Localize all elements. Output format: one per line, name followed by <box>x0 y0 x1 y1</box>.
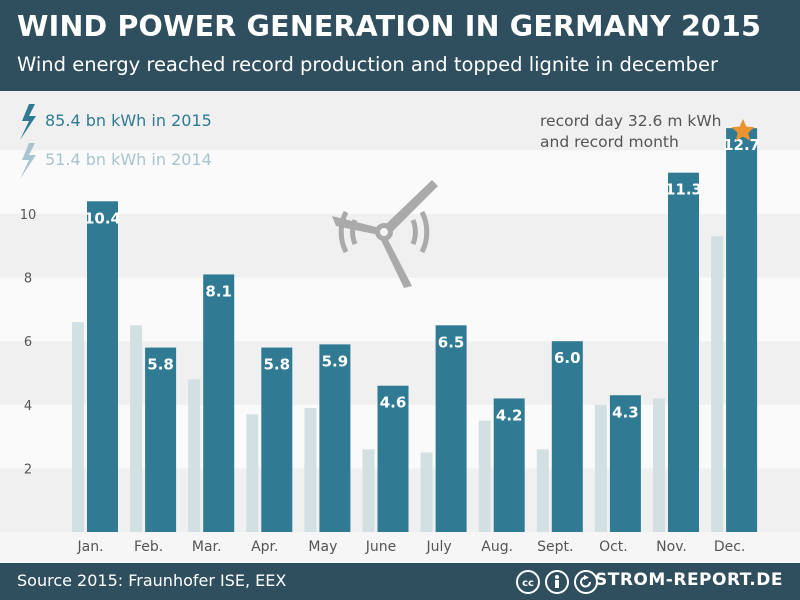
bar-2014 <box>246 414 259 532</box>
annotation-line-2: and record month <box>540 133 679 151</box>
page-title: WIND POWER GENERATION IN GERMANY 2015 <box>17 10 762 43</box>
legend-item-2014: 51.4 bn kWh in 2014 <box>20 143 212 179</box>
data-label: 6.5 <box>438 333 465 351</box>
x-tick-label: Feb. <box>134 539 163 555</box>
x-tick-label: May <box>308 539 337 555</box>
bar-2015 <box>551 341 583 532</box>
bar-2015 <box>377 385 409 532</box>
bar-2014 <box>594 404 607 532</box>
y-tick-label: 10 <box>20 208 37 223</box>
bar-2015 <box>668 172 699 532</box>
header: WIND POWER GENERATION IN GERMANY 2015 Wi… <box>0 0 800 91</box>
star-icon <box>731 119 755 141</box>
source-text: Source 2015: Fraunhofer ISE, EEX <box>17 571 287 590</box>
data-label: 5.8 <box>264 356 291 374</box>
bar-2015 <box>87 201 118 532</box>
page-subtitle: Wind energy reached record production an… <box>17 53 719 76</box>
data-label: 8.1 <box>205 282 232 300</box>
bar-2014 <box>72 322 84 532</box>
bar-2014 <box>478 420 491 532</box>
x-tick-label: Sept. <box>537 539 573 555</box>
legend: 85.4 bn kWh in 2015 51.4 bn kWh in 2014 <box>20 104 212 179</box>
x-tick-label: Mar. <box>192 539 222 555</box>
annotation: record day 32.6 m kWh and record month <box>540 112 755 151</box>
brand-name: STROM-REPORT.DE <box>595 570 783 590</box>
data-label: 5.9 <box>322 352 349 370</box>
bar-2015 <box>261 347 293 532</box>
x-axis-labels: Jan. Feb. Mar. Apr. May June July Aug. Sept. Oct.… <box>76 539 745 555</box>
attribution-icon <box>545 570 569 594</box>
x-tick-label: Apr. <box>251 539 278 555</box>
bar-2014 <box>188 379 201 532</box>
x-tick-label: Oct. <box>599 539 628 555</box>
data-label: 12.7 <box>723 136 760 154</box>
bar-2015 <box>203 274 235 532</box>
bar-2014 <box>653 398 665 532</box>
data-label: 11.3 <box>665 181 702 199</box>
x-tick-label: July <box>426 539 452 555</box>
data-label: 10.4 <box>84 209 121 227</box>
x-tick-label: Aug. <box>481 539 513 555</box>
footer: Source 2015: Fraunhofer ISE, EEX cc STRO… <box>0 563 800 600</box>
grid-band <box>0 91 800 151</box>
data-label: 4.3 <box>612 403 639 421</box>
y-tick-label: 8 <box>24 272 32 287</box>
bar-2014 <box>536 449 549 532</box>
y-tick-label: 2 <box>24 462 32 477</box>
bar-2014 <box>362 449 375 532</box>
bar-2015 <box>319 344 351 532</box>
data-label: 4.6 <box>380 394 407 412</box>
bar-2015 <box>145 347 177 532</box>
bar-chart: 2 4 6 8 10 10.4 5.8 8.1 5.8 5.9 4.6 6.5 4.2 6.0 4.3 11… <box>0 91 800 555</box>
legend-item-2015: 85.4 bn kWh in 2015 <box>20 104 212 140</box>
legend-label-2015: 85.4 bn kWh in 2015 <box>45 111 212 130</box>
bar-2015 <box>726 128 758 532</box>
lightning-bolt-icon <box>20 104 36 140</box>
legend-label-2014: 51.4 bn kWh in 2014 <box>45 150 212 169</box>
wind-turbine-icon <box>332 180 438 288</box>
y-tick-label: 4 <box>24 399 32 414</box>
cc-icon: cc <box>516 570 540 594</box>
bar-2015 <box>609 395 641 532</box>
bar-2014 <box>420 452 433 532</box>
annotation-line-1: record day 32.6 m kWh <box>540 112 721 130</box>
data-label: 5.8 <box>147 356 174 374</box>
data-label: 6.0 <box>554 349 581 367</box>
y-tick-label: 6 <box>24 335 32 350</box>
x-tick-label: June <box>365 539 397 555</box>
grid-band <box>0 150 800 214</box>
x-tick-label: Jan. <box>76 539 103 555</box>
bar-2014 <box>130 325 143 532</box>
bar-2015 <box>493 398 525 532</box>
x-tick-label: Nov. <box>656 539 687 555</box>
bar-2015 <box>435 325 467 532</box>
x-tick-label: Dec. <box>714 539 746 555</box>
license-icons: cc <box>516 570 598 594</box>
data-label: 4.2 <box>496 406 523 424</box>
y-axis-ticks: 2 4 6 8 10 <box>20 208 37 477</box>
bar-2014 <box>304 407 317 532</box>
bars: 10.4 5.8 8.1 5.8 5.9 4.6 6.5 4.2 6.0 4.3 11.3 12.7 <box>72 128 760 532</box>
svg-text:cc: cc <box>522 578 534 589</box>
lightning-bolt-icon <box>20 143 36 179</box>
bar-2014 <box>711 236 724 532</box>
share-alike-icon <box>574 570 598 594</box>
